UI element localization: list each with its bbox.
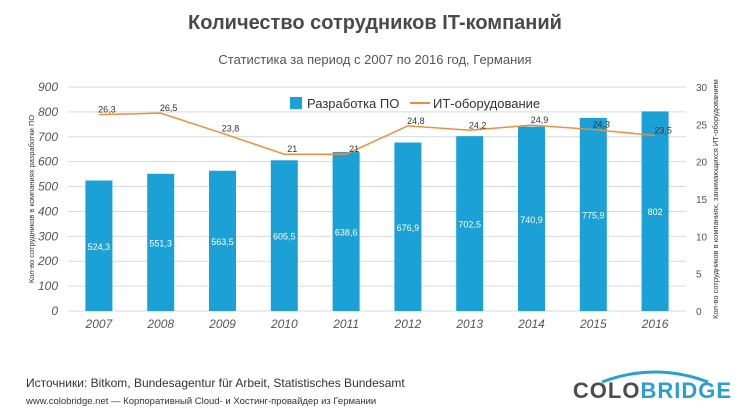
bar (579, 117, 607, 311)
bar-value-label: 605,5 (273, 232, 296, 242)
series-line (98, 112, 656, 155)
bar-value-label: 676,9 (397, 223, 420, 233)
x-tick-label: 2014 (517, 317, 545, 331)
bar-value-label: 638,6 (335, 228, 358, 238)
y2-tick-label: 30 (696, 83, 708, 94)
y2-tick-label: 20 (696, 158, 708, 169)
x-tick-label: 2011 (332, 317, 359, 331)
y-tick-label: 800 (38, 105, 58, 119)
y-tick-label: 900 (38, 80, 58, 94)
source-note: Источники: Bitkom, Bundesagentur für Arb… (26, 376, 405, 390)
bar-value-label: 524,3 (88, 242, 111, 252)
footer-text: www.colobridge.net — Корпоративный Cloud… (26, 396, 377, 407)
x-tick-label: 2012 (394, 317, 422, 331)
chart-title: Количество сотрудников IT-компаний (188, 12, 562, 34)
y-tick-label: 200 (37, 254, 58, 268)
line-value-label: 24,8 (407, 116, 425, 126)
line-value-label: 21 (349, 144, 359, 154)
x-tick-label: 2013 (455, 317, 483, 331)
y2-tick-label: 15 (696, 195, 708, 206)
line-value-label: 23,5 (654, 126, 672, 136)
x-tick-label: 2016 (641, 317, 669, 331)
y-tick-label: 0 (51, 304, 58, 318)
x-tick-label: 2015 (579, 317, 607, 331)
x-tick-label: 2007 (85, 317, 114, 331)
bar (270, 160, 298, 311)
logo-part1: COLO (572, 378, 641, 403)
legend-label-bar: Разработка ПО (307, 96, 399, 111)
bar-value-label: 563,5 (211, 237, 234, 247)
x-tick-label: 2008 (146, 317, 174, 331)
bridge-arc-icon (601, 370, 709, 384)
x-tick-label: 2010 (270, 317, 298, 331)
y-tick-label: 300 (38, 229, 58, 243)
bar-value-label: 551,3 (149, 238, 172, 248)
line-value-label: 24,9 (531, 115, 549, 125)
legend-swatch-bar (290, 97, 302, 109)
line-value-label: 24,2 (469, 120, 487, 130)
y2-tick-label: 10 (696, 232, 708, 243)
bar (332, 152, 360, 311)
logo-part2: BRIDGE (640, 378, 732, 403)
line-value-label: 24,3 (593, 120, 611, 130)
bar (641, 111, 669, 311)
y2-tick-label: 5 (696, 270, 702, 281)
line-value-label: 26,3 (98, 105, 116, 115)
y-tick-label: 700 (38, 130, 58, 144)
y-tick-label: 400 (38, 204, 58, 218)
bar-value-label: 775,9 (582, 210, 605, 220)
y-tick-label: 500 (38, 180, 58, 194)
y-tick-label: 600 (38, 155, 58, 169)
bar (456, 136, 484, 311)
bar-value-label: 802 (648, 207, 663, 217)
bar (209, 170, 236, 311)
line-value-label: 23,8 (222, 123, 240, 133)
bar (85, 180, 113, 311)
bar (518, 126, 545, 311)
y2-tick-label: 25 (696, 120, 708, 131)
y2-tick-label: 0 (696, 307, 702, 318)
line-value-label: 26,5 (160, 103, 178, 113)
line-value-label: 21 (287, 144, 297, 154)
x-tick-label: 2009 (208, 317, 236, 331)
bar (147, 173, 175, 311)
bar-value-label: 702,5 (458, 220, 481, 230)
colobridge-logo[interactable]: COLOBRIDGE (573, 378, 732, 404)
y-axis-title: Кол-во сотрудников в компаниях разработк… (27, 115, 36, 284)
legend-label-line: ИТ-оборудование (433, 96, 540, 111)
chart-subtitle: Статистика за период с 2007 по 2016 год,… (218, 52, 532, 67)
bar-value-label: 740,9 (520, 215, 543, 225)
chart-area: 0 100 200 300 400 500 600 700 800 900 0 5 10 15 20 25 30… (27, 79, 720, 331)
y2-axis-title: Кол-во сотрудников в компаниях, занимающ… (711, 79, 720, 319)
bar (394, 142, 422, 311)
y-tick-label: 100 (38, 279, 58, 293)
